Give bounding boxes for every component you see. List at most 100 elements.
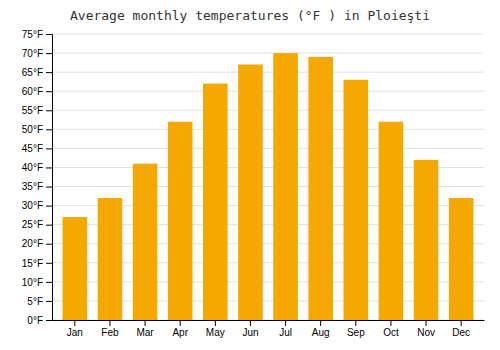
tick-mark	[46, 129, 52, 130]
y-tick: 65°F	[22, 67, 52, 78]
bars	[63, 53, 474, 320]
tick-label: 30°F	[22, 200, 43, 211]
plot: 0°F 5°F 10°F 15°F 20°F 25°F 30°F 35°F 40°F 45°F 50…	[22, 29, 485, 338]
tick-mark	[46, 225, 52, 226]
x-tick: Jul	[279, 320, 292, 338]
bar	[133, 164, 158, 320]
title: Average monthly temperatures (°F ) in Pl…	[70, 8, 430, 23]
tick-label: 65°F	[22, 67, 43, 78]
x-tick: Aug	[312, 320, 330, 338]
bar	[379, 122, 404, 320]
tick-label: 5°F	[27, 296, 43, 307]
grid-line	[52, 148, 484, 149]
tick-label: 60°F	[22, 86, 43, 97]
y-tick: 70°F	[22, 48, 52, 59]
tick-mark	[320, 320, 321, 326]
bar	[238, 65, 263, 320]
tick-label: Sep	[347, 327, 365, 338]
y-axis: 0°F 5°F 10°F 15°F 20°F 25°F 30°F 35°F 40°F 45°F 50…	[22, 29, 53, 326]
x-tick: Sep	[347, 320, 365, 338]
tick-mark	[355, 320, 356, 326]
x-tick: Dec	[452, 320, 470, 338]
tick-label: 55°F	[22, 105, 43, 116]
axis-line	[53, 320, 485, 321]
tick-mark	[46, 34, 52, 35]
grid-line	[52, 72, 484, 73]
y-tick: 15°F	[22, 258, 52, 269]
tick-label: 35°F	[22, 181, 43, 192]
grid-line	[52, 53, 484, 54]
tick-label: Dec	[452, 327, 470, 338]
y-tick: 55°F	[22, 105, 52, 116]
x-tick: Feb	[101, 320, 119, 338]
tick-label: Jul	[279, 327, 292, 338]
tick-label: 40°F	[22, 162, 43, 173]
tick-mark	[46, 282, 52, 283]
tick-mark	[46, 320, 52, 321]
bar	[63, 217, 88, 320]
y-tick: 10°F	[22, 277, 52, 288]
tick-mark	[285, 320, 286, 326]
chart: Average monthly temperatures (°F ) in Pl…	[0, 0, 500, 350]
y-tick: 0°F	[27, 315, 52, 326]
tick-label: 15°F	[22, 258, 43, 269]
tick-label: Feb	[101, 327, 119, 338]
bar	[168, 122, 193, 320]
tick-mark	[109, 320, 110, 326]
tick-mark	[390, 320, 391, 326]
x-tick: Jun	[242, 320, 258, 338]
y-tick: 45°F	[22, 143, 52, 154]
y-tick: 25°F	[22, 219, 52, 230]
x-tick: Nov	[417, 320, 435, 338]
tick-mark	[46, 244, 52, 245]
tick-mark	[145, 320, 146, 326]
bar	[308, 57, 333, 320]
tick-mark	[46, 206, 52, 207]
tick-mark	[46, 187, 52, 188]
tick-mark	[46, 301, 52, 302]
x-axis: Jan Feb Mar Apr May Jun Jul Aug Sep Oct Nov Dec	[53, 320, 485, 338]
tick-label: 10°F	[22, 277, 43, 288]
axis-line	[46, 35, 53, 321]
tick-label: 70°F	[22, 48, 43, 59]
tick-mark	[250, 320, 251, 326]
tick-mark	[46, 263, 52, 264]
tick-label: 50°F	[22, 124, 43, 135]
x-tick: Apr	[172, 320, 188, 338]
x-tick: May	[206, 320, 225, 338]
tick-mark	[46, 72, 52, 73]
tick-label: Apr	[172, 327, 188, 338]
y-tick: 50°F	[22, 124, 52, 135]
y-tick: 30°F	[22, 200, 52, 211]
tick-label: Aug	[312, 327, 330, 338]
tick-mark	[46, 110, 52, 111]
bar	[98, 198, 123, 320]
tick-label: Oct	[383, 327, 399, 338]
y-tick: 60°F	[22, 86, 52, 97]
y-tick: 75°F	[22, 29, 52, 40]
tick-mark	[180, 320, 181, 326]
tick-mark	[215, 320, 216, 326]
tick-mark	[426, 320, 427, 326]
tick-label: 20°F	[22, 238, 43, 249]
tick-label: May	[206, 327, 225, 338]
tick-label: 75°F	[22, 29, 43, 40]
grid-line	[52, 34, 484, 35]
bar	[273, 53, 298, 320]
bar	[344, 80, 369, 320]
tick-label: Jan	[67, 327, 83, 338]
x-tick: Mar	[136, 320, 154, 338]
y-tick: 20°F	[22, 238, 52, 249]
bar	[449, 198, 474, 320]
grid-line	[52, 110, 484, 111]
tick-mark	[46, 148, 52, 149]
y-tick: 5°F	[27, 296, 52, 307]
tick-mark	[46, 167, 52, 168]
grid-line	[52, 129, 484, 130]
tick-label: 0°F	[27, 315, 43, 326]
y-tick: 35°F	[22, 181, 52, 192]
x-tick: Oct	[383, 320, 399, 338]
tick-mark	[74, 320, 75, 326]
tick-label: Nov	[417, 327, 435, 338]
y-tick: 40°F	[22, 162, 52, 173]
